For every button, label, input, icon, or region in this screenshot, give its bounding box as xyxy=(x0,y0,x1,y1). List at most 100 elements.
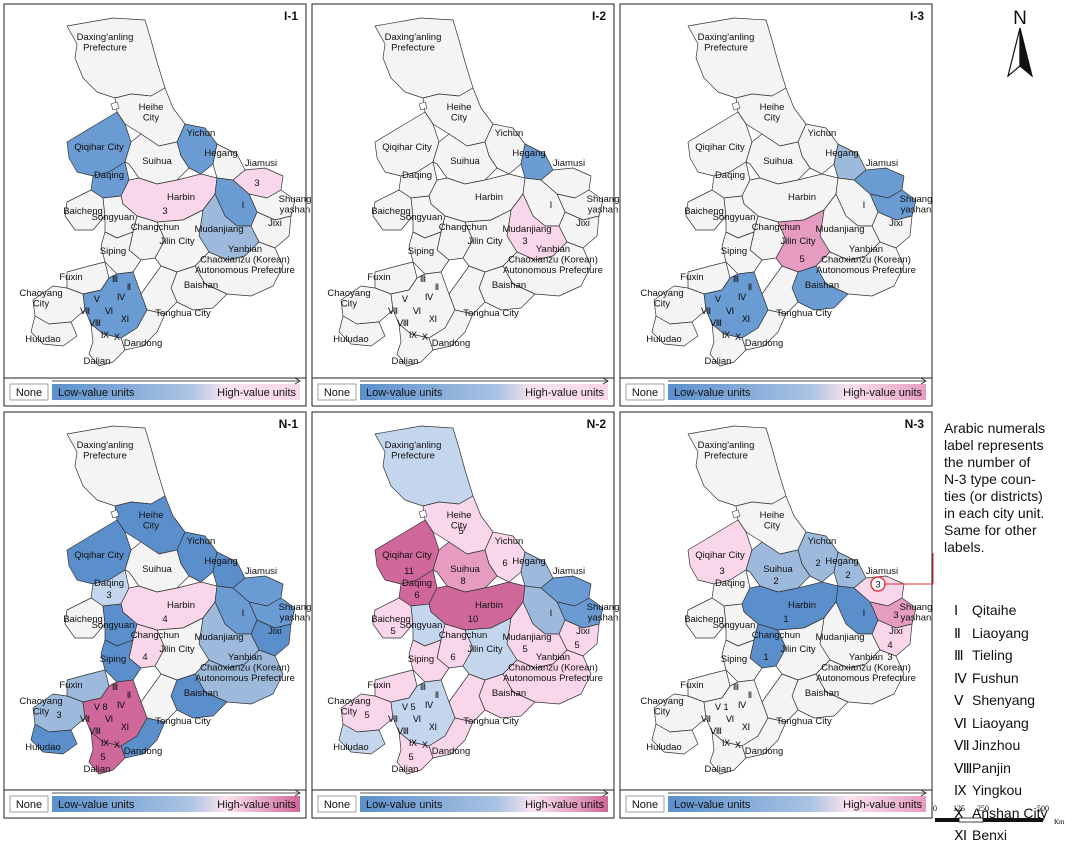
label-line: Chaoyang xyxy=(327,288,370,299)
count-dalian: 5 xyxy=(100,752,105,763)
label-line: Siping xyxy=(721,654,747,665)
label-line: Baishan xyxy=(805,688,839,699)
roman-legend-name: Anshan City xyxy=(972,804,1048,821)
label-line: Qiqihar City xyxy=(382,550,432,561)
label-line: Dalian xyxy=(705,764,732,775)
unit-dandong xyxy=(120,717,166,759)
label-chaoyang: Chaoyang City xyxy=(640,288,683,310)
label-line: Yichun xyxy=(808,128,837,139)
count-changchun: 1 xyxy=(763,652,768,663)
label-daqing: Daqing xyxy=(94,170,124,181)
label-tonghua: Tonghua City xyxy=(463,716,519,727)
label-heihe: Heihe City xyxy=(139,102,164,124)
label-line: Heihe xyxy=(447,102,472,113)
label-yanbian: Yanbian Chaoxianzu (Korean) Autonomous Pre… xyxy=(816,652,916,684)
island-outline xyxy=(418,101,428,111)
roman-legend-row: Ⅶ Jinzhou xyxy=(954,735,1047,758)
label-baicheng: Baicheng xyxy=(371,206,411,217)
roman-3: Ⅲ xyxy=(112,274,118,284)
roman-2: Ⅱ xyxy=(435,282,439,292)
label-daxinganling: Daxing'anling Prefecture xyxy=(698,440,755,462)
label-line: Shuang xyxy=(900,602,933,613)
label-line: Autonomous Prefecture xyxy=(195,265,295,276)
label-line: Tonghua City xyxy=(776,308,832,319)
label-fuxin: Fuxin xyxy=(59,680,82,691)
legend: None Low-value units High-value units xyxy=(317,377,609,401)
label-baishan: Baishan xyxy=(492,280,526,291)
label-line: Chaoxianzu (Korean) xyxy=(821,663,911,674)
label-huludao: Huludao xyxy=(646,742,681,753)
label-line: yashan xyxy=(588,205,619,216)
label-qiqihar: Qiqihar City xyxy=(382,550,432,561)
roman-5: Ⅴ xyxy=(94,294,101,304)
note-line: labels. xyxy=(944,539,985,555)
label-line: Qiqihar City xyxy=(695,142,745,153)
label-songyuan: Songyuan xyxy=(713,620,756,631)
roman-legend-row: Ⅸ Yingkou xyxy=(954,780,1047,803)
unit-huludao xyxy=(338,723,386,755)
unit-suihua xyxy=(432,541,498,593)
label-hegang: Hegang xyxy=(512,148,545,159)
label-huludao: Huludao xyxy=(333,334,368,345)
legend-high-label: High-value units xyxy=(525,799,604,811)
label-daqing: Daqing xyxy=(715,578,745,589)
label-suihua: Suihua xyxy=(450,156,480,167)
label-baishan: Baishan xyxy=(184,688,218,699)
label-fuxin: Fuxin xyxy=(59,272,82,283)
label-yichun: Yichun xyxy=(808,536,837,547)
label-line: Fuxin xyxy=(680,680,703,691)
roman-legend-name: Fushun xyxy=(972,669,1019,686)
label-line: Yichun xyxy=(495,536,524,547)
label-fuxin: Fuxin xyxy=(680,272,703,283)
label-line: City xyxy=(341,299,358,310)
scale-tick-0: 0 xyxy=(933,804,937,813)
label-chaoyang: Chaoyang City xyxy=(19,696,62,718)
count-yichun: 6 xyxy=(502,558,507,569)
label-line: Tonghua City xyxy=(155,716,211,727)
legend-none-swatch xyxy=(317,383,357,401)
label-line: Qiqihar City xyxy=(74,550,124,561)
label-dalian: Dalian xyxy=(705,764,732,775)
label-line: Suihua xyxy=(450,564,480,575)
note-line: the number of xyxy=(944,454,1031,470)
scale-seg-2 xyxy=(958,817,984,823)
label-line: Harbin xyxy=(475,600,503,611)
label-dandong: Dandong xyxy=(124,746,163,757)
roman-9: Ⅸ xyxy=(409,738,417,748)
label-line: Baicheng xyxy=(684,614,724,625)
label-line: Baicheng xyxy=(371,206,411,217)
label-line: Huludao xyxy=(646,742,681,753)
legend-gradient xyxy=(668,384,926,400)
legend-gradient xyxy=(668,796,926,812)
label-line: Baicheng xyxy=(684,206,724,217)
label-line: Hegang xyxy=(825,556,858,567)
label-line: Mudanjiang xyxy=(815,224,864,235)
label-shuangyashan: Shuang yashan xyxy=(900,602,933,624)
roman-4: Ⅳ xyxy=(738,700,747,710)
label-line: Shuang xyxy=(279,194,312,205)
roman-1: Ⅰ xyxy=(550,200,553,210)
label-line: Chaoxianzu (Korean) xyxy=(821,255,911,266)
roman-legend-row: Ⅲ Tieling xyxy=(954,645,1047,668)
label-shuangyashan: Shuang yashan xyxy=(587,194,620,216)
unit-baicheng xyxy=(64,597,106,639)
label-jiamusi: Jiamusi xyxy=(553,158,585,169)
count-daqing: 6 xyxy=(414,590,419,601)
label-line: Jilin City xyxy=(780,236,816,247)
label-suihua: Suihua xyxy=(763,156,793,167)
label-fuxin: Fuxin xyxy=(367,272,390,283)
unit-dandong xyxy=(428,309,474,351)
label-mudanjiang: Mudanjiang xyxy=(194,632,243,643)
roman-legend-row: Ⅱ Liaoyang xyxy=(954,623,1047,646)
label-mudanjiang: Mudanjiang xyxy=(815,632,864,643)
legend-low-label: Low-value units xyxy=(674,387,751,399)
label-line: Changchun xyxy=(752,222,801,233)
label-line: Tonghua City xyxy=(463,308,519,319)
label-yanbian: Yanbian Chaoxianzu (Korean) Autonomous Pre… xyxy=(503,652,603,684)
count-mudanjiang: 3 xyxy=(522,236,527,247)
roman-8: Ⅷ xyxy=(397,726,409,736)
label-suihua: Suihua xyxy=(142,156,172,167)
label-fuxin: Fuxin xyxy=(367,680,390,691)
